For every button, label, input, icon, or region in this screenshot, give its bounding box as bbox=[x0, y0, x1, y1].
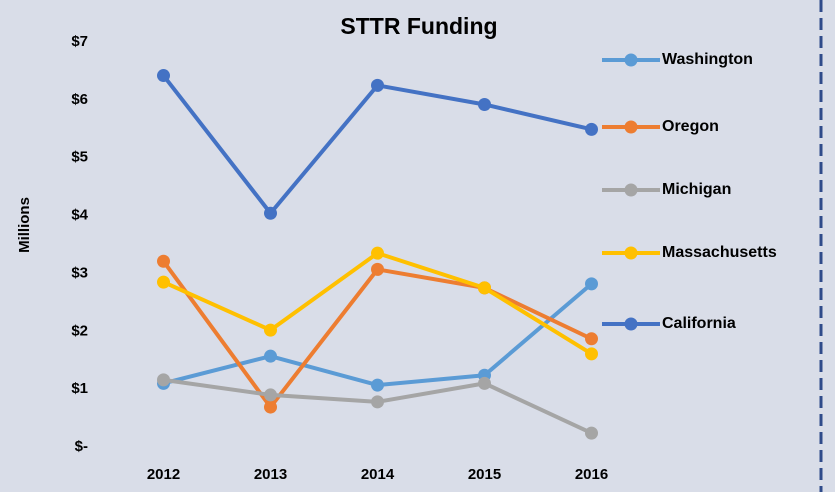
data-point bbox=[264, 388, 277, 402]
data-point bbox=[264, 349, 277, 363]
x-tick-label: 2012 bbox=[147, 466, 180, 483]
data-point bbox=[157, 275, 170, 289]
data-point bbox=[585, 122, 598, 136]
legend-marker bbox=[624, 120, 638, 134]
data-point bbox=[478, 97, 491, 111]
y-tick-label: $1 bbox=[71, 380, 88, 397]
data-point bbox=[478, 376, 491, 390]
data-point bbox=[157, 254, 170, 268]
data-point bbox=[585, 277, 598, 291]
legend-label: Washington bbox=[662, 51, 753, 68]
data-point bbox=[585, 347, 598, 361]
legend-marker bbox=[624, 246, 638, 260]
data-point bbox=[371, 395, 384, 409]
data-point bbox=[371, 78, 384, 92]
legend-label: Massachusetts bbox=[662, 244, 777, 261]
data-point bbox=[264, 323, 277, 337]
y-tick-label: $3 bbox=[71, 264, 88, 281]
data-point bbox=[264, 206, 277, 220]
legend-label: Michigan bbox=[662, 181, 731, 198]
data-point bbox=[157, 69, 170, 83]
x-tick-label: 2014 bbox=[361, 466, 395, 483]
y-tick-label: $2 bbox=[71, 322, 88, 339]
y-tick-label: $4 bbox=[71, 207, 88, 224]
legend-marker bbox=[624, 53, 638, 67]
x-tick-label: 2016 bbox=[575, 466, 608, 483]
chart-title: STTR Funding bbox=[340, 13, 497, 39]
y-tick-label: $6 bbox=[71, 91, 88, 108]
y-axis-label: Millions bbox=[16, 197, 33, 253]
data-point bbox=[264, 400, 277, 414]
data-point bbox=[157, 373, 170, 387]
x-tick-label: 2015 bbox=[468, 466, 501, 483]
data-point bbox=[371, 246, 384, 260]
data-point bbox=[585, 426, 598, 440]
legend-marker bbox=[624, 183, 638, 197]
data-point bbox=[371, 262, 384, 276]
data-point bbox=[478, 281, 491, 295]
y-tick-label: $5 bbox=[71, 149, 88, 166]
legend-marker bbox=[624, 317, 638, 331]
x-tick-label: 2013 bbox=[254, 466, 287, 483]
y-tick-label: $7 bbox=[71, 33, 88, 50]
data-point bbox=[585, 332, 598, 346]
legend-label: California bbox=[662, 315, 736, 332]
legend-label: Oregon bbox=[662, 118, 719, 135]
data-point bbox=[371, 378, 384, 392]
y-tick-label: $- bbox=[75, 438, 88, 455]
